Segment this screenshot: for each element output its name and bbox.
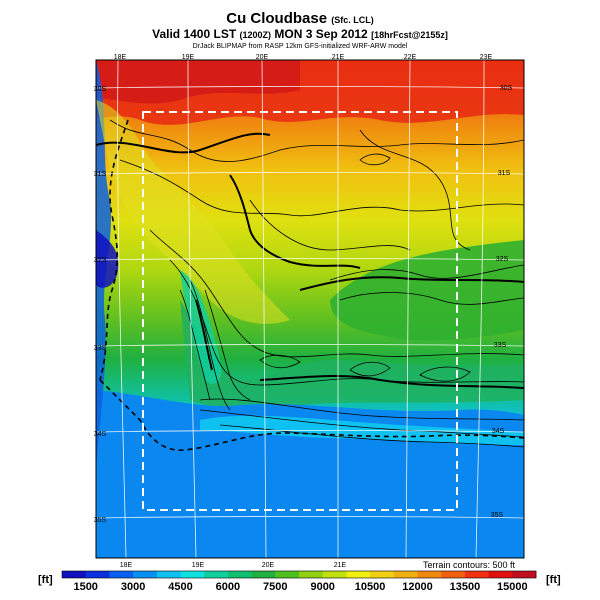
lon-label-top: 21E — [332, 54, 345, 61]
lon-label-top: 19E — [182, 54, 195, 61]
colorbar-swatch — [393, 571, 418, 578]
model-credit: DrJack BLIPMAP from RASP 12km GFS-initia… — [192, 43, 408, 50]
green-band-east — [330, 240, 524, 341]
lon-label-top: 22E — [404, 54, 417, 61]
colorbar-swatch — [227, 571, 252, 578]
colorbar-tick-label: 7500 — [263, 581, 287, 593]
lon-label-top: 23E — [480, 54, 493, 61]
field-layer — [96, 60, 524, 558]
lon-label-bottom: 19E — [192, 562, 205, 569]
colorbar-swatch — [488, 571, 513, 578]
colorbar — [61, 570, 537, 579]
lon-label-top: 20E — [256, 54, 269, 61]
colorbar-swatch — [417, 571, 442, 578]
bold-contours — [96, 132, 524, 389]
lat-labels-right: 30S 31S 32S 33S 34S 35S — [491, 85, 513, 519]
title-text: Cu Cloudbase — [226, 10, 328, 27]
unit-left: [ft] — [38, 574, 53, 586]
colorbar-swatch — [133, 571, 158, 578]
coastline — [99, 119, 524, 451]
terrain-note: Terrain contours: 500 ft — [423, 560, 516, 570]
colorbar-frame — [61, 570, 537, 579]
colorbar-ticks: 1500 3000 4500 6000 7500 9000 10500 12000 13500 1… — [73, 581, 527, 593]
lat-label-right: 34S — [492, 428, 505, 435]
colorbar-tick-label: 12000 — [402, 581, 433, 593]
colorbar-tick-label: 9000 — [310, 581, 334, 593]
lat-label-right: 33S — [494, 342, 507, 349]
lat-label-left: 32S — [94, 257, 107, 264]
peak-cloudbase-zone — [96, 60, 300, 104]
colorbar-tick-label: 10500 — [355, 581, 386, 593]
lat-label-left: 35S — [94, 517, 107, 524]
lat-label-left: 30S — [94, 86, 107, 93]
title-suffix: (Sfc. LCL) — [331, 15, 374, 25]
colorbar-tick-label: 6000 — [216, 581, 240, 593]
colorbar-swatch — [441, 571, 466, 578]
colorbar-swatch — [346, 571, 371, 578]
valid-date: MON 3 Sep 2012 — [274, 27, 368, 41]
lat-label-left: 33S — [94, 345, 107, 352]
lat-label-right: 32S — [496, 256, 509, 263]
lat-label-right: 35S — [491, 512, 504, 519]
colorbar-swatch — [204, 571, 229, 578]
colorbar-swatch — [109, 571, 134, 578]
colorbar-swatch — [180, 571, 205, 578]
lon-label-bottom: 21E — [334, 562, 347, 569]
lat-labels-left: 30S 31S 32S 33S 34S 35S — [94, 86, 107, 524]
lat-label-left: 31S — [94, 171, 107, 178]
lon-label-bottom: 18E — [120, 562, 133, 569]
lon-labels-top: 18E 19E 20E 21E 22E 23E — [114, 54, 493, 61]
valid-local: (1200Z) — [239, 30, 272, 40]
valid-time: Valid 1400 LST (1200Z) MON 3 Sep 2012 [1… — [0, 27, 600, 41]
lat-label-right: 31S — [498, 170, 511, 177]
colorbar-swatch — [62, 571, 87, 578]
unit-right: [ft] — [546, 574, 561, 586]
lon-labels-bottom: 18E 19E 20E 21E — [120, 562, 347, 569]
lon-label-bottom: 20E — [262, 562, 275, 569]
yellow-ridge-west — [96, 100, 290, 324]
colorbar-swatch — [370, 571, 395, 578]
terrain-contours — [109, 119, 524, 448]
colorbar-tick-label: 3000 — [121, 581, 145, 593]
colorbar-swatch — [322, 571, 347, 578]
colorbar-swatch — [85, 571, 110, 578]
colorbar-tick-label: 13500 — [450, 581, 481, 593]
map-frame — [95, 59, 525, 559]
colorbar-swatch — [512, 571, 537, 578]
colorbar-swatch — [275, 571, 300, 578]
deep-ocean-west — [96, 230, 119, 288]
lat-label-left: 34S — [94, 431, 107, 438]
lat-label-right: 30S — [500, 85, 513, 92]
colorbar-tick-label: 4500 — [168, 581, 192, 593]
map-title: Cu Cloudbase (Sfc. LCL) — [0, 10, 600, 27]
inner-domain-box — [142, 111, 458, 511]
colorbar-tick-label: 1500 — [73, 581, 97, 593]
lon-label-top: 18E — [114, 54, 127, 61]
ocean-south — [96, 390, 524, 558]
colorbar-tick-label: 15000 — [497, 581, 528, 593]
colorbar-swatch — [464, 571, 489, 578]
green-band-south — [180, 300, 524, 409]
valid-line: Valid 1400 LST — [152, 27, 237, 41]
forecast-info: [18hrFcst@2155z] — [371, 30, 448, 40]
colorbar-swatch — [251, 571, 276, 578]
colorbar-swatch — [156, 571, 181, 578]
colorbar-swatch — [299, 571, 324, 578]
